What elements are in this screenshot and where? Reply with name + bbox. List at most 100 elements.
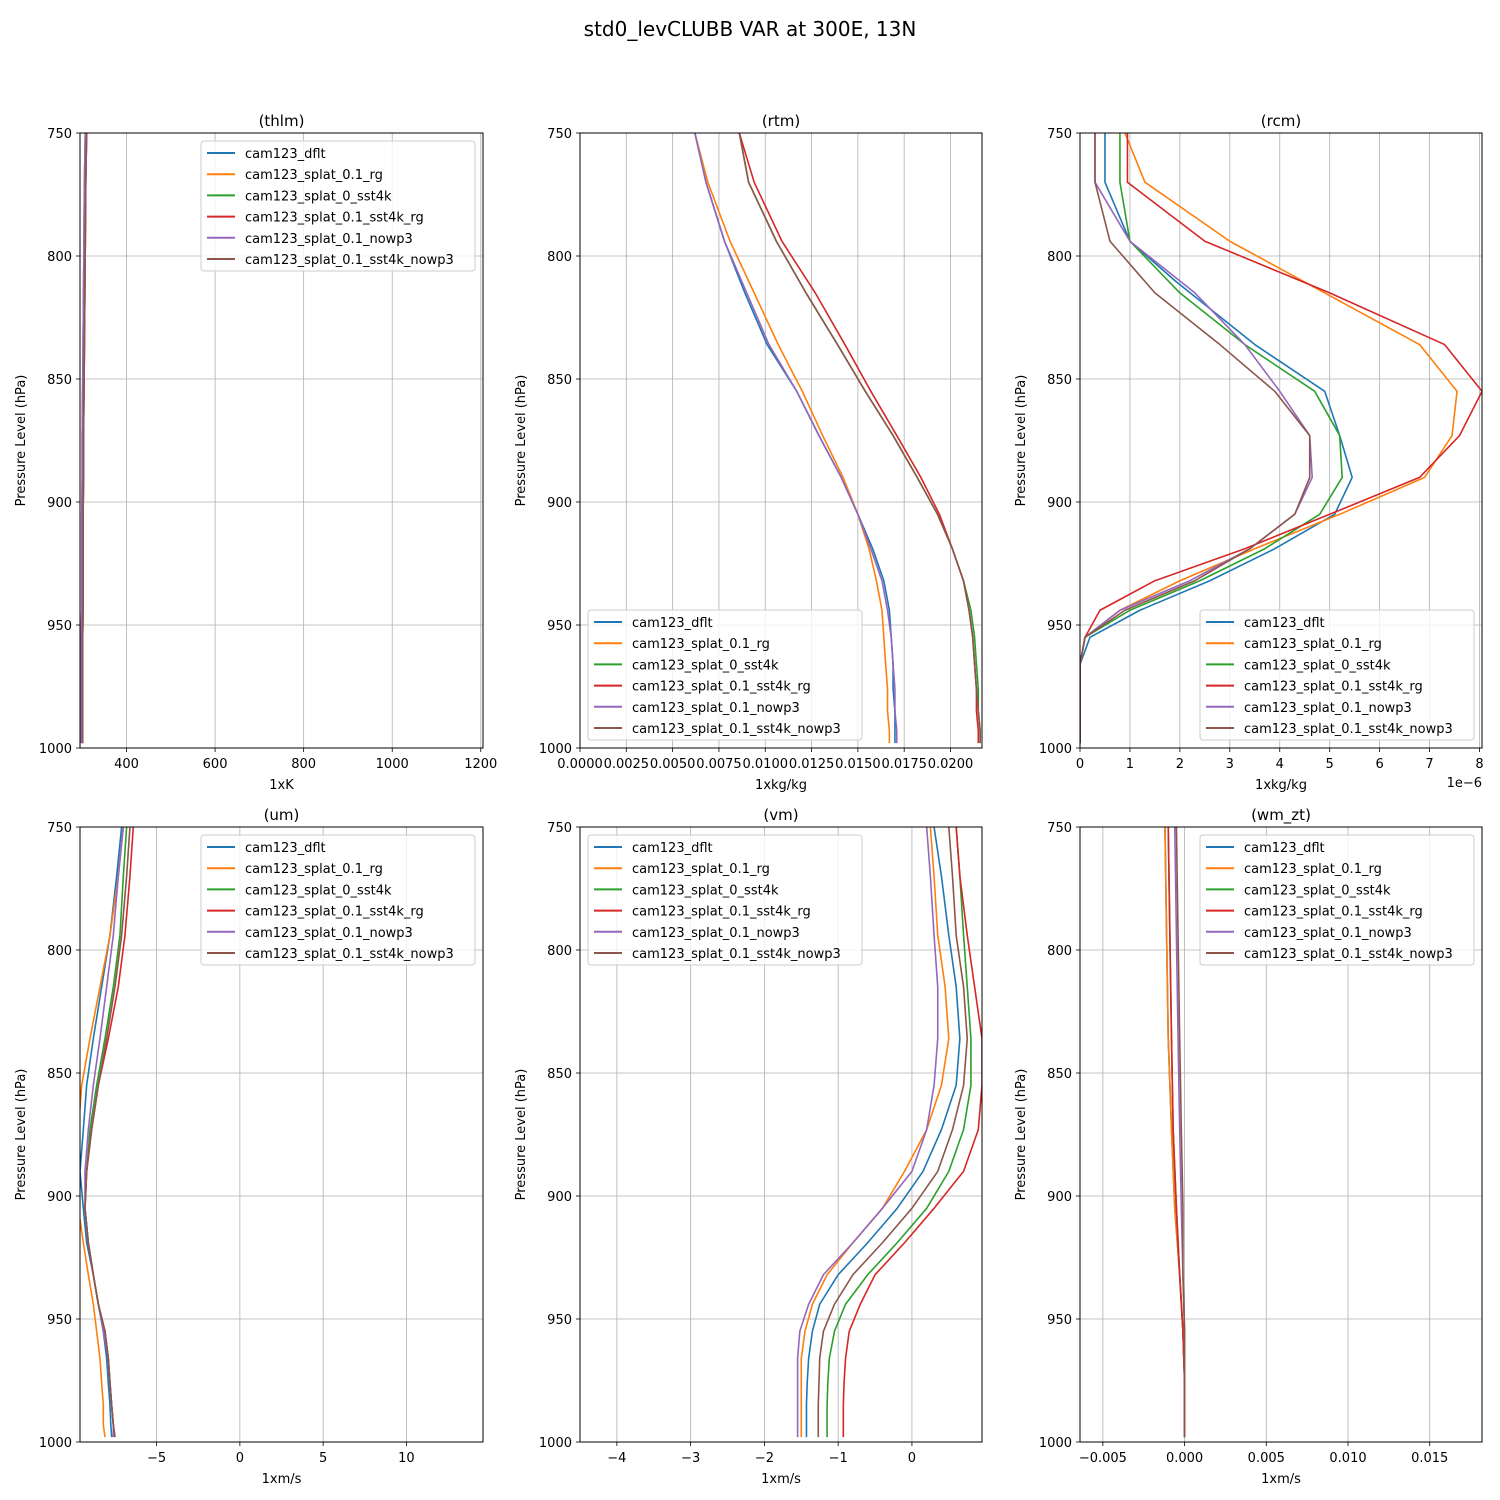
subplot-0: 400 600 800 1000 1200 750 800 850 900 950 1000 (thl… — [14, 112, 497, 793]
x-tick-label: 6 — [1375, 757, 1383, 772]
axes-frame — [79, 826, 484, 1443]
x-tick-label: 0.005 — [1248, 1451, 1285, 1466]
x-tick-label: 1200 — [464, 757, 497, 772]
y-tick-label: 1000 — [539, 1436, 572, 1451]
x-tick-label: 1 — [1126, 757, 1134, 772]
y-tick-label: 1000 — [39, 1436, 72, 1451]
legend: cam123_dflt cam123_splat_0.1_rg cam123_spl… — [587, 834, 863, 966]
subplot-5: −0.005 0.000 0.005 0.010 0.015 750 800 850 900 95… — [1014, 806, 1483, 1487]
series-line — [842, 827, 982, 1438]
y-tick-label: 750 — [547, 127, 572, 142]
legend-label: cam123_splat_0.1_rg — [245, 862, 383, 877]
legend-label: cam123_dflt — [245, 841, 326, 856]
series-line — [826, 827, 972, 1438]
y-tick-label: 900 — [47, 496, 72, 511]
subplot-title: (vm) — [763, 806, 798, 824]
x-tick-label: 400 — [114, 757, 139, 772]
x-tick-label: 7 — [1425, 757, 1433, 772]
x-axis-label: 1xkg/kg — [755, 778, 807, 793]
series-line — [1080, 133, 1353, 744]
x-tick-label: 0.0175 — [881, 757, 927, 772]
x-tick-label: −3 — [681, 1451, 700, 1466]
legend-label: cam123_splat_0.1_nowp3 — [245, 926, 413, 941]
y-tick-label: 950 — [547, 619, 572, 634]
series-line — [1080, 133, 1311, 744]
x-tick-label: 0.0150 — [835, 757, 881, 772]
y-axis-label: Pressure Level (hPa) — [514, 1069, 529, 1201]
legend-label: cam123_splat_0_sst4k — [245, 189, 392, 204]
legend-label: cam123_splat_0.1_nowp3 — [1244, 926, 1412, 941]
series-line — [80, 133, 87, 744]
legend-label: cam123_splat_0.1_sst4k_rg — [1244, 680, 1423, 695]
subplot-2: 0 1 2 3 4 5 6 7 8 750 800 850 900 950 1000 (rcm) 1xkg/kg… — [1014, 112, 1484, 793]
series-line — [1080, 133, 1343, 744]
series-line — [817, 827, 969, 1438]
x-tick-label: 0 — [908, 1451, 916, 1466]
legend-label: cam123_splat_0.1_sst4k_nowp3 — [245, 947, 454, 962]
x-tick-label: 800 — [291, 757, 316, 772]
legend-box — [1199, 609, 1475, 741]
x-axis-label: 1xkg/kg — [1255, 778, 1307, 793]
y-tick-label: 950 — [1047, 1313, 1072, 1328]
y-axis-label: Pressure Level (hPa) — [1014, 375, 1029, 507]
legend-label: cam123_splat_0.1_sst4k_rg — [245, 211, 424, 226]
legend-label: cam123_splat_0.1_sst4k_nowp3 — [245, 253, 454, 268]
y-tick-label: 1000 — [1039, 742, 1072, 757]
y-tick-label: 800 — [1047, 944, 1072, 959]
y-tick-label: 750 — [547, 821, 572, 836]
y-tick-label: 1000 — [39, 742, 72, 757]
legend-box — [1199, 834, 1475, 966]
x-tick-label: 10 — [398, 1451, 415, 1466]
legend-label: cam123_splat_0.1_sst4k_nowp3 — [632, 722, 841, 737]
series-line — [796, 827, 939, 1438]
subplot-3: −5 0 5 10 750 800 850 900 950 1000 (um) 1xm/s Pressu… — [14, 806, 484, 1487]
x-tick-label: 0.0000 — [557, 757, 603, 772]
axes-frame — [79, 132, 484, 749]
legend-box — [587, 609, 863, 741]
legend-label: cam123_dflt — [245, 147, 326, 162]
y-tick-label: 850 — [47, 1067, 72, 1082]
axes-frame — [1079, 132, 1483, 749]
y-tick-label: 900 — [47, 1190, 72, 1205]
series-group — [1080, 133, 1482, 744]
y-tick-label: 750 — [47, 127, 72, 142]
legend-label: cam123_splat_0.1_rg — [632, 637, 770, 652]
axes-frame — [1079, 826, 1483, 1443]
y-axis-label: Pressure Level (hPa) — [1014, 1069, 1029, 1201]
series-line — [84, 827, 131, 1438]
x-tick-label: 0.0025 — [604, 757, 650, 772]
x-tick-label: 0 — [236, 1451, 244, 1466]
series-line — [81, 133, 88, 744]
y-tick-label: 800 — [547, 944, 572, 959]
x-tick-label: 0.0200 — [928, 757, 974, 772]
x-tick-label: 5 — [319, 1451, 327, 1466]
legend-label: cam123_dflt — [632, 616, 713, 631]
y-tick-label: 950 — [47, 1313, 72, 1328]
y-tick-label: 900 — [547, 496, 572, 511]
x-tick-label: −5 — [147, 1451, 166, 1466]
legend-label: cam123_splat_0.1_sst4k_nowp3 — [1244, 947, 1453, 962]
legend-label: cam123_splat_0.1_sst4k_nowp3 — [632, 947, 841, 962]
series-line — [80, 827, 125, 1438]
x-axis-label: 1xK — [269, 778, 294, 793]
subplot-title: (thlm) — [259, 112, 305, 130]
series-line — [694, 133, 896, 744]
legend-label: cam123_splat_0.1_nowp3 — [632, 701, 800, 716]
y-tick-label: 850 — [547, 373, 572, 388]
y-axis-label: Pressure Level (hPa) — [14, 375, 29, 507]
legend-label: cam123_dflt — [632, 841, 713, 856]
series-group — [796, 827, 982, 1438]
legend-label: cam123_splat_0.1_sst4k_rg — [632, 905, 811, 920]
axes-frame — [579, 132, 983, 749]
y-tick-label: 950 — [47, 619, 72, 634]
series-group — [1164, 827, 1186, 1438]
figure-title: std0_levCLUBB VAR at 300E, 13N — [584, 17, 917, 41]
y-axis-label: Pressure Level (hPa) — [14, 1069, 29, 1201]
series-line — [1080, 133, 1482, 744]
series-line — [738, 133, 981, 744]
series-line — [80, 827, 123, 1438]
x-tick-label: −0.005 — [1079, 1451, 1127, 1466]
x-tick-label: 0.000 — [1166, 1451, 1203, 1466]
legend-label: cam123_splat_0.1_nowp3 — [245, 232, 413, 247]
